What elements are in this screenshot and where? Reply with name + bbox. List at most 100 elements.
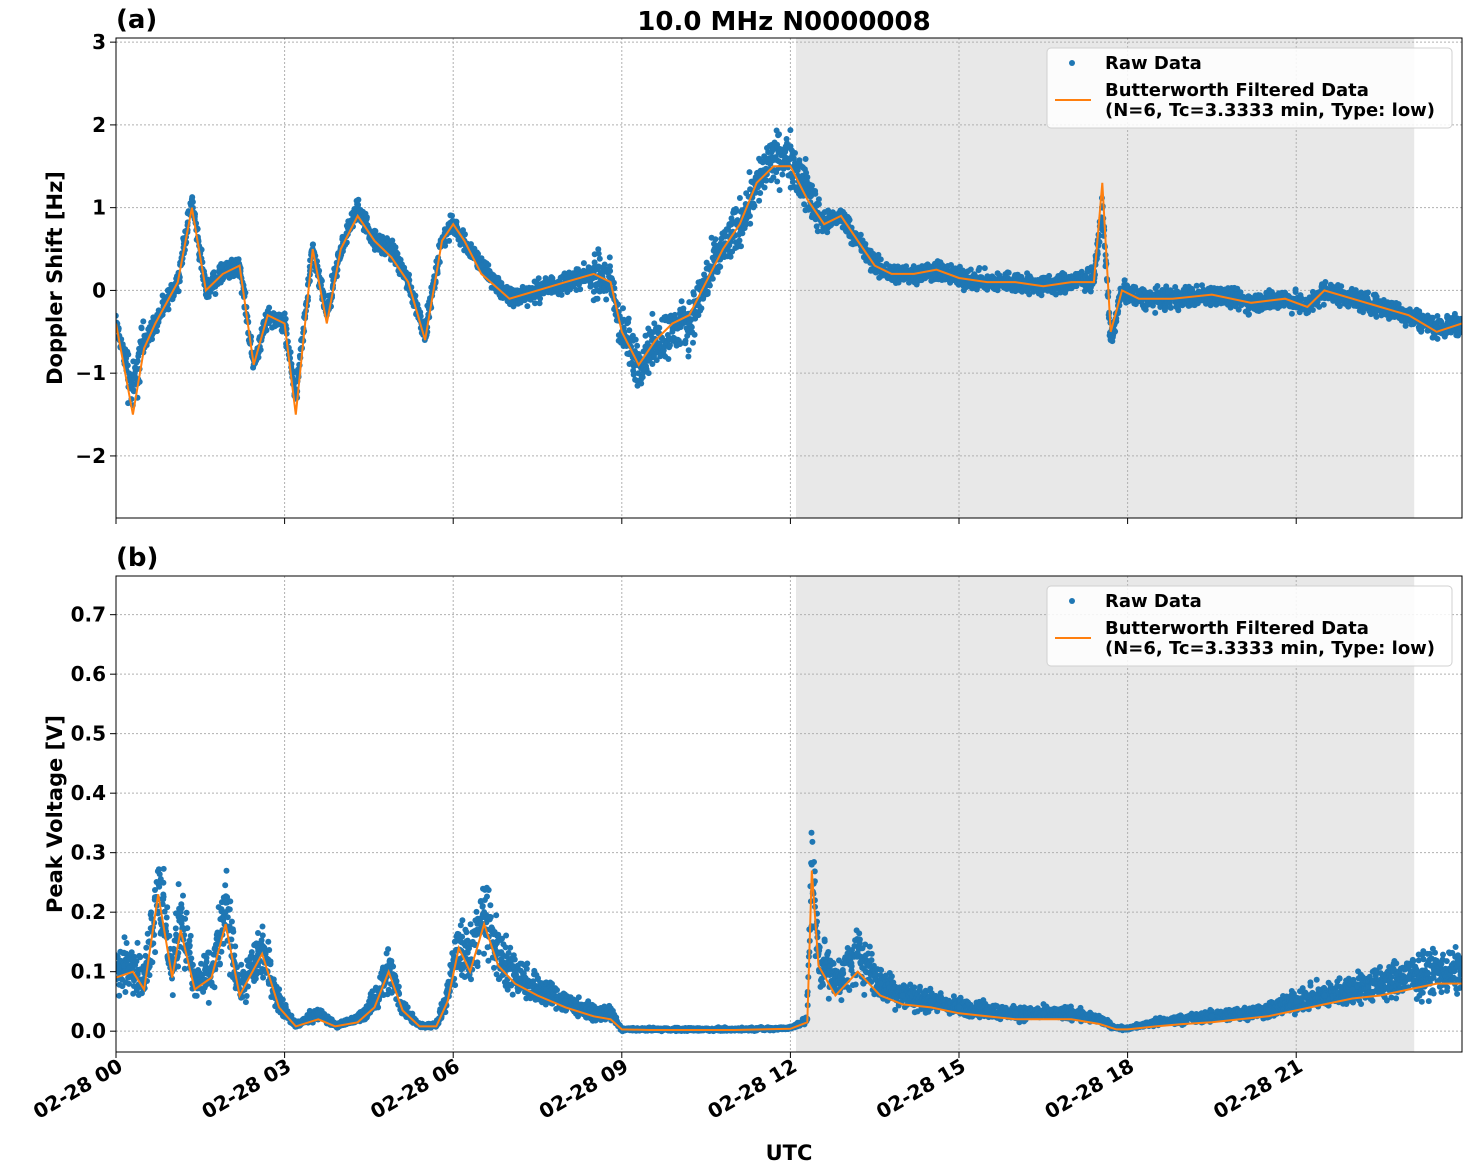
- raw-point: [549, 275, 556, 282]
- raw-point: [536, 300, 543, 307]
- raw-point: [747, 186, 754, 193]
- raw-point: [140, 318, 147, 325]
- raw-point: [276, 986, 283, 993]
- raw-point: [354, 204, 361, 211]
- raw-point: [712, 236, 719, 243]
- raw-point: [1288, 310, 1295, 317]
- raw-point: [763, 177, 770, 184]
- raw-point: [736, 195, 743, 201]
- raw-point: [149, 336, 155, 343]
- raw-point: [187, 932, 194, 939]
- raw-point: [228, 918, 235, 925]
- raw-point: [669, 328, 676, 335]
- raw-point: [122, 989, 129, 995]
- raw-point: [227, 898, 234, 905]
- raw-point: [258, 937, 265, 944]
- raw-point: [678, 298, 685, 305]
- raw-point: [123, 940, 130, 946]
- raw-point: [212, 291, 219, 297]
- raw-point: [124, 362, 131, 369]
- raw-point: [155, 909, 162, 916]
- raw-point: [809, 182, 815, 189]
- raw-point: [478, 262, 485, 269]
- raw-point: [815, 196, 822, 203]
- raw-point: [159, 901, 166, 908]
- raw-point: [535, 275, 542, 282]
- legend-raw-marker: [1069, 60, 1075, 66]
- raw-point: [397, 256, 404, 263]
- raw-point: [129, 386, 136, 393]
- raw-point: [685, 347, 692, 354]
- raw-point: [188, 196, 195, 203]
- raw-point: [318, 277, 325, 284]
- raw-point: [967, 266, 974, 273]
- raw-point: [163, 914, 170, 921]
- raw-point: [281, 310, 288, 317]
- raw-point: [671, 311, 678, 318]
- raw-point: [175, 288, 182, 295]
- raw-point: [704, 290, 711, 297]
- raw-point: [1336, 303, 1343, 310]
- raw-point: [1434, 313, 1441, 319]
- legend-raw-label: Raw Data: [1105, 53, 1202, 74]
- raw-point: [149, 959, 156, 966]
- raw-point: [620, 305, 626, 312]
- raw-point: [656, 324, 663, 331]
- raw-point: [1121, 277, 1128, 284]
- raw-point: [789, 178, 796, 185]
- raw-point: [757, 190, 764, 196]
- raw-point: [134, 358, 141, 364]
- raw-point: [260, 974, 267, 981]
- raw-point: [626, 327, 633, 334]
- raw-point: [363, 214, 370, 221]
- raw-point: [747, 220, 754, 227]
- raw-point: [607, 268, 614, 274]
- raw-point: [183, 909, 190, 916]
- raw-point: [394, 250, 401, 257]
- raw-point: [1193, 282, 1200, 289]
- raw-point: [189, 961, 196, 968]
- raw-point: [591, 259, 598, 266]
- raw-point: [667, 342, 673, 349]
- raw-data-points: [116, 829, 1462, 1035]
- raw-point: [727, 253, 734, 260]
- raw-point: [532, 300, 538, 307]
- raw-point: [1433, 324, 1440, 331]
- raw-point: [763, 171, 770, 178]
- raw-point: [180, 892, 186, 899]
- raw-point: [580, 260, 587, 267]
- raw-point: [1429, 314, 1436, 321]
- raw-point: [761, 184, 768, 191]
- raw-point: [143, 944, 150, 951]
- raw-point: [216, 960, 223, 967]
- raw-point: [632, 336, 639, 343]
- raw-point: [662, 313, 669, 320]
- raw-point: [146, 972, 153, 979]
- raw-point: [446, 237, 453, 244]
- raw-point: [220, 940, 227, 947]
- raw-point: [709, 275, 716, 282]
- raw-point: [218, 906, 225, 913]
- legend-box: [1046, 47, 1453, 129]
- raw-point: [862, 241, 869, 247]
- raw-point: [686, 320, 693, 327]
- axes-frame: [115, 37, 1463, 519]
- raw-point: [606, 254, 613, 261]
- raw-point: [645, 370, 652, 377]
- raw-point: [685, 353, 692, 360]
- raw-point: [406, 271, 412, 278]
- raw-point: [412, 292, 419, 299]
- raw-point: [138, 325, 145, 332]
- raw-point: [814, 228, 821, 235]
- raw-point: [725, 226, 732, 233]
- raw-point: [639, 374, 646, 381]
- raw-point: [792, 150, 798, 156]
- legend-filtered-params: (N=6, Tc=3.3333 min, Type: low): [1105, 100, 1435, 121]
- raw-point: [653, 357, 660, 364]
- raw-point: [144, 930, 151, 937]
- raw-point: [783, 136, 790, 142]
- raw-point: [141, 337, 148, 344]
- y-axis-label: Doppler Shift [Hz]: [43, 171, 67, 385]
- raw-point: [116, 992, 123, 999]
